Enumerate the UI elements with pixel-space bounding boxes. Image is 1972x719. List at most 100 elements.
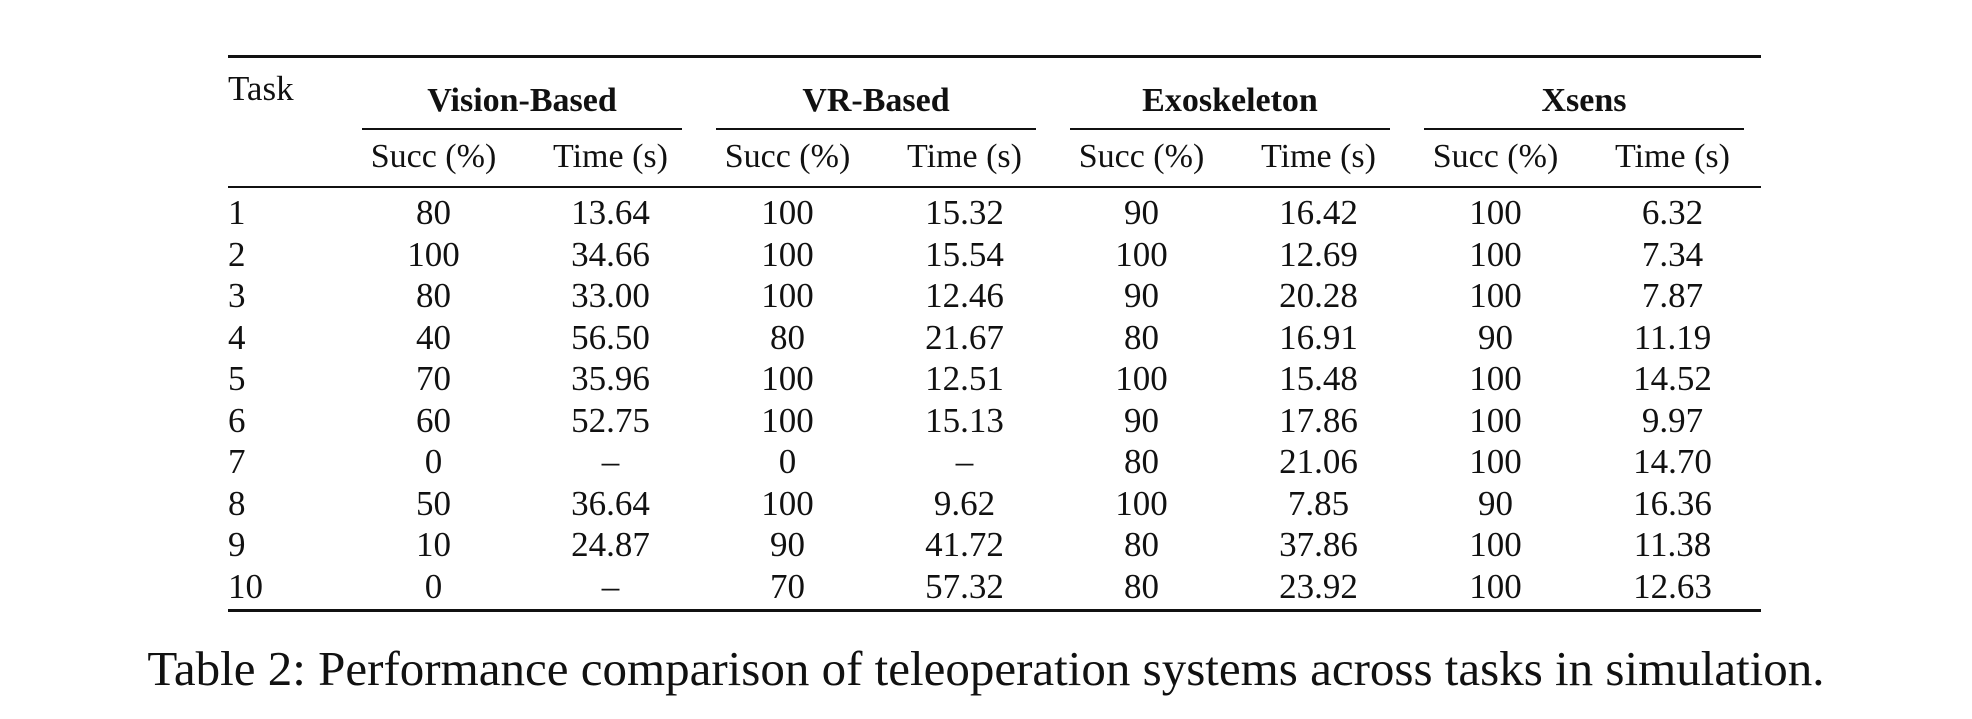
succ-cell: 100 xyxy=(1469,400,1522,440)
time-cell: 21.67 xyxy=(925,317,1004,357)
succ-cell: 100 xyxy=(761,193,814,233)
time-cell: 16.36 xyxy=(1633,483,1712,523)
time-cell: 9.97 xyxy=(1641,400,1704,440)
results-table-container: Task Vision-Based VR-Based Exoskeleton X… xyxy=(228,55,1761,612)
table-row: 3 80 33.00 100 12.46 90 20.28 100 7.87 xyxy=(228,275,1761,317)
subheader-succ: Succ (%) xyxy=(1053,128,1390,188)
succ-cell: 100 xyxy=(1115,483,1168,523)
group-header-label: Exoskeleton xyxy=(1142,82,1318,119)
succ-cell: 40 xyxy=(416,317,451,357)
succ-cell: 100 xyxy=(407,234,460,274)
succ-cell: 90 xyxy=(770,525,805,565)
time-cell: 9.62 xyxy=(933,483,996,523)
time-cell: 34.66 xyxy=(571,234,650,274)
time-cell: 15.13 xyxy=(925,400,1004,440)
task-cell: 10 xyxy=(228,565,345,612)
time-cell: 6.32 xyxy=(1641,193,1704,233)
table-row: 4 40 56.50 80 21.67 80 16.91 90 11.19 xyxy=(228,317,1761,359)
succ-cell: 10 xyxy=(416,525,451,565)
succ-cell: 100 xyxy=(761,359,814,399)
succ-cell: 100 xyxy=(761,234,814,274)
succ-cell: 90 xyxy=(1478,317,1513,357)
succ-cell: 90 xyxy=(1478,483,1513,523)
succ-cell: 60 xyxy=(416,400,451,440)
time-cell: 7.85 xyxy=(1287,483,1350,523)
subheader-time: Time (s) xyxy=(1230,128,1407,188)
succ-cell: 80 xyxy=(1124,317,1159,357)
group-underline xyxy=(1070,128,1390,130)
task-cell: 4 xyxy=(228,317,246,357)
task-cell: 3 xyxy=(228,276,246,316)
time-cell: 17.86 xyxy=(1279,400,1358,440)
group-header-exoskeleton: Exoskeleton xyxy=(1053,55,1407,128)
time-cell: 14.70 xyxy=(1633,442,1712,482)
succ-cell: 90 xyxy=(1124,193,1159,233)
group-header-label: Xsens xyxy=(1541,82,1627,119)
time-cell: 21.06 xyxy=(1279,442,1358,482)
subheader-succ-label: Succ (%) xyxy=(724,138,851,175)
succ-cell: 0 xyxy=(345,565,522,612)
time-cell: 14.52 xyxy=(1633,359,1712,399)
succ-cell: 0 xyxy=(778,442,797,482)
task-header-spacer xyxy=(228,128,345,188)
task-column-header: Task xyxy=(228,55,345,128)
group-header-vr-based: VR-Based xyxy=(699,55,1053,128)
subheader-time-label: Time (s) xyxy=(553,138,668,175)
time-cell: 16.91 xyxy=(1279,317,1358,357)
time-cell: 33.00 xyxy=(571,276,650,316)
time-cell: – xyxy=(601,442,620,482)
task-cell: 7 xyxy=(228,442,246,482)
succ-cell: 100 xyxy=(761,400,814,440)
table-row: 5 70 35.96 100 12.51 100 15.48 100 14.52 xyxy=(228,358,1761,400)
time-cell: 35.96 xyxy=(571,359,650,399)
time-cell: 12.51 xyxy=(925,359,1004,399)
succ-cell: 90 xyxy=(1124,400,1159,440)
subheader-time-label: Time (s) xyxy=(1615,138,1730,175)
time-cell: 12.46 xyxy=(925,276,1004,316)
succ-cell: 80 xyxy=(1124,525,1159,565)
subheader-succ-label: Succ (%) xyxy=(370,138,497,175)
subheader-time-label: Time (s) xyxy=(1261,138,1376,175)
time-cell: 37.86 xyxy=(1279,525,1358,565)
subheader-succ: Succ (%) xyxy=(699,128,1036,188)
subheader-succ: Succ (%) xyxy=(345,128,682,188)
time-cell: 12.63 xyxy=(1584,565,1761,612)
table-caption: Table 2: Performance comparison of teleo… xyxy=(147,641,1825,696)
time-cell: 23.92 xyxy=(1230,565,1407,612)
succ-cell: 100 xyxy=(761,276,814,316)
time-cell: 7.87 xyxy=(1641,276,1704,316)
subheader-time: Time (s) xyxy=(876,128,1053,188)
task-cell: 1 xyxy=(228,193,246,233)
time-cell: 57.32 xyxy=(876,565,1053,612)
succ-cell: 100 xyxy=(1115,234,1168,274)
group-header-xsens: Xsens xyxy=(1407,55,1761,128)
group-header-label: VR-Based xyxy=(802,82,950,119)
table-row: 7 0 – 0 – 80 21.06 100 14.70 xyxy=(228,441,1761,483)
succ-cell: 100 xyxy=(1469,276,1522,316)
succ-cell: 100 xyxy=(1469,193,1522,233)
succ-cell: 100 xyxy=(1469,234,1522,274)
succ-cell: 80 xyxy=(1124,442,1159,482)
time-cell: 36.64 xyxy=(571,483,650,523)
table-row: 2 100 34.66 100 15.54 100 12.69 100 7.34 xyxy=(228,234,1761,276)
succ-cell: 80 xyxy=(1053,565,1230,612)
table-row: 10 0 – 70 57.32 80 23.92 100 12.63 xyxy=(228,565,1761,612)
time-cell: 11.38 xyxy=(1633,525,1712,565)
succ-cell: 80 xyxy=(416,276,451,316)
succ-cell: 100 xyxy=(1469,359,1522,399)
subheader-time: Time (s) xyxy=(1584,128,1761,188)
table-row: 6 60 52.75 100 15.13 90 17.86 100 9.97 xyxy=(228,400,1761,442)
group-header-label: Vision-Based xyxy=(427,82,617,119)
task-cell: 9 xyxy=(228,525,246,565)
task-cell: 2 xyxy=(228,234,246,274)
succ-cell: 70 xyxy=(699,565,876,612)
succ-cell: 100 xyxy=(1115,359,1168,399)
succ-cell: 100 xyxy=(1469,525,1522,565)
time-cell: 56.50 xyxy=(571,317,650,357)
succ-cell: 50 xyxy=(416,483,451,523)
subheader-succ: Succ (%) xyxy=(1407,128,1744,188)
time-cell: 15.32 xyxy=(925,193,1004,233)
time-cell: 24.87 xyxy=(571,525,650,565)
table-row: 8 50 36.64 100 9.62 100 7.85 90 16.36 xyxy=(228,483,1761,525)
group-header-vision-based: Vision-Based xyxy=(345,55,699,128)
